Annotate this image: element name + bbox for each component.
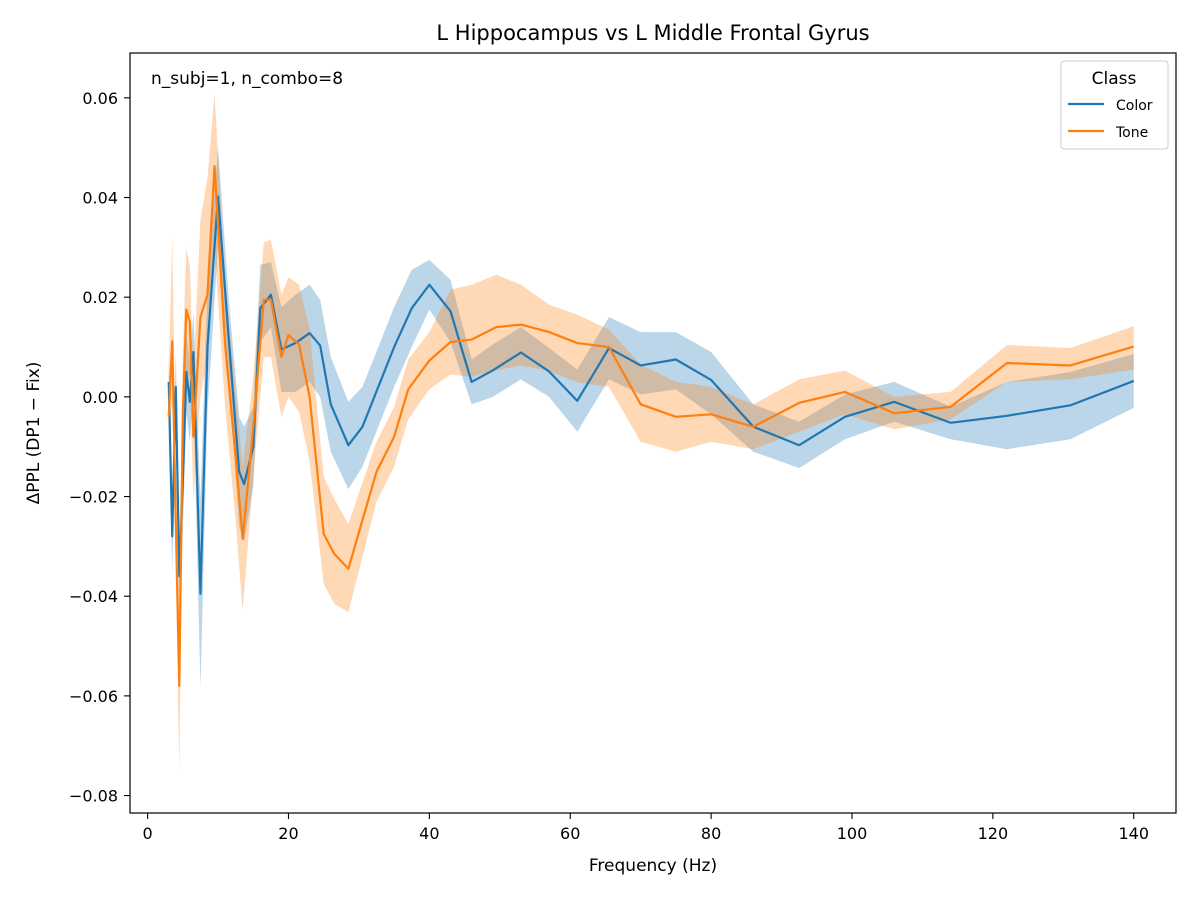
y-axis-ticks: −0.08 −0.06 −0.04 −0.02 0.00 0.02 0.04 0.06 — [69, 89, 130, 806]
x-axis-label: Frequency (Hz) — [589, 856, 717, 876]
y-tick-label: −0.08 — [69, 787, 118, 806]
series-group — [167, 92, 1135, 771]
band-tone — [168, 92, 1134, 771]
plot-area — [167, 92, 1135, 771]
x-tick-label: 0 — [143, 824, 153, 843]
x-tick-label: 20 — [278, 824, 298, 843]
legend-label-tone: Tone — [1115, 125, 1148, 141]
band-color — [168, 147, 1134, 689]
annotation-text: n_subj=1, n_combo=8 — [151, 69, 343, 89]
legend-title: Class — [1092, 69, 1137, 89]
y-tick-label: −0.04 — [69, 587, 118, 606]
y-tick-label: 0.02 — [82, 288, 118, 307]
x-tick-label: 80 — [701, 824, 721, 843]
line-color — [167, 195, 1135, 595]
y-tick-label: −0.06 — [69, 687, 118, 706]
y-tick-label: 0.00 — [82, 388, 118, 407]
x-tick-label: 140 — [1118, 824, 1149, 843]
y-tick-label: −0.02 — [69, 488, 118, 507]
line-tone — [167, 165, 1135, 688]
chart-title: L Hippocampus vs L Middle Frontal Gyrus — [436, 21, 869, 45]
y-tick-label: 0.06 — [82, 89, 118, 108]
x-axis-ticks: 0 20 40 60 80 100 120 140 — [143, 813, 1149, 843]
axes-frame — [129, 52, 1177, 814]
y-tick-label: 0.04 — [82, 189, 118, 208]
x-tick-label: 60 — [560, 824, 580, 843]
legend-box — [1060, 60, 1169, 150]
legend-label-color: Color — [1116, 98, 1153, 114]
x-tick-label: 40 — [419, 824, 439, 843]
x-tick-label: 120 — [978, 824, 1009, 843]
legend: Class Color Tone — [1060, 60, 1169, 150]
y-axis-label: ΔPPL (DP1 − Fix) — [24, 362, 44, 505]
x-tick-label: 100 — [837, 824, 868, 843]
